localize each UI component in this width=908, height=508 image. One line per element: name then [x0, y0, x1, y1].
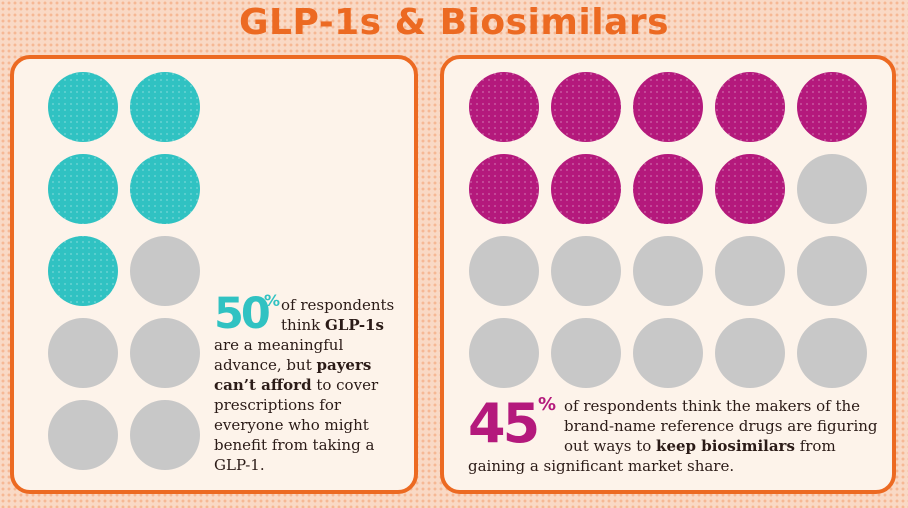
glp1-waffle-empty-dot	[48, 318, 118, 388]
page-title: GLP-1s & Biosimilars	[238, 2, 670, 43]
biosimilars-stat-number: 45	[468, 392, 540, 455]
biosimilars-waffle-empty-dot	[551, 318, 621, 388]
biosimilars-waffle-filled-dot	[715, 72, 785, 142]
biosimilars-waffle-chart	[469, 72, 867, 388]
biosimilars-stat-percent-sign: %	[538, 394, 557, 415]
biosimilars-waffle-filled-dot	[633, 154, 703, 224]
glp1-text-bold1: GLP-1s	[325, 316, 384, 334]
biosimilars-stat-description: of respondents think the makers of the b…	[468, 396, 878, 476]
glp1-text-part1: of respondents think	[281, 296, 395, 334]
glp1-waffle-empty-dot	[130, 318, 200, 388]
biosimilars-text-part1: of respondents think the makers of the b…	[564, 397, 878, 455]
biosimilars-waffle-filled-dot	[551, 72, 621, 142]
glp1-waffle-empty-dot	[130, 400, 200, 470]
biosimilars-waffle-empty-dot	[797, 236, 867, 306]
glp1-waffle-chart	[48, 72, 200, 470]
biosimilars-waffle-filled-dot	[715, 154, 785, 224]
glp1-waffle-filled-dot	[48, 154, 118, 224]
biosimilars-waffle-empty-dot	[469, 318, 539, 388]
biosimilars-waffle-empty-dot	[633, 318, 703, 388]
biosimilars-waffle-empty-dot	[797, 154, 867, 224]
biosimilars-waffle-empty-dot	[797, 318, 867, 388]
glp1-stat-percent-sign: %	[264, 291, 281, 310]
biosimilars-waffle-empty-dot	[551, 236, 621, 306]
biosimilars-waffle-empty-dot	[715, 236, 785, 306]
glp1-waffle-filled-dot	[130, 154, 200, 224]
biosimilars-panel: 45 % of respondents think the makers of …	[440, 55, 896, 494]
glp1-waffle-empty-dot	[48, 400, 118, 470]
glp1-stat-description: of respondents think GLP-1s are a meanin…	[214, 295, 409, 475]
biosimilars-waffle-filled-dot	[797, 72, 867, 142]
biosimilars-text-part2: from gaining a significant market share.	[468, 437, 836, 475]
biosimilars-waffle-filled-dot	[633, 72, 703, 142]
biosimilars-text-bold1: keep biosimilars	[656, 437, 795, 455]
biosimilars-waffle-empty-dot	[715, 318, 785, 388]
glp1-waffle-empty-dot	[130, 236, 200, 306]
biosimilars-waffle-filled-dot	[469, 72, 539, 142]
glp1-stat-number: 50	[214, 289, 271, 339]
glp1-panel: 50 % of respondents think GLP-1s are a m…	[10, 55, 418, 494]
glp1-text-part2: are a meaningful advance, but	[214, 336, 344, 374]
glp1-text-part3: to cover prescriptions for everyone who …	[214, 376, 379, 474]
glp1-text-bold2: payers can’t afford	[214, 356, 372, 394]
biosimilars-waffle-filled-dot	[551, 154, 621, 224]
biosimilars-waffle-empty-dot	[633, 236, 703, 306]
biosimilars-waffle-filled-dot	[469, 154, 539, 224]
glp1-waffle-filled-dot	[48, 236, 118, 306]
biosimilars-waffle-empty-dot	[469, 236, 539, 306]
glp1-waffle-filled-dot	[48, 72, 118, 142]
glp1-waffle-filled-dot	[130, 72, 200, 142]
